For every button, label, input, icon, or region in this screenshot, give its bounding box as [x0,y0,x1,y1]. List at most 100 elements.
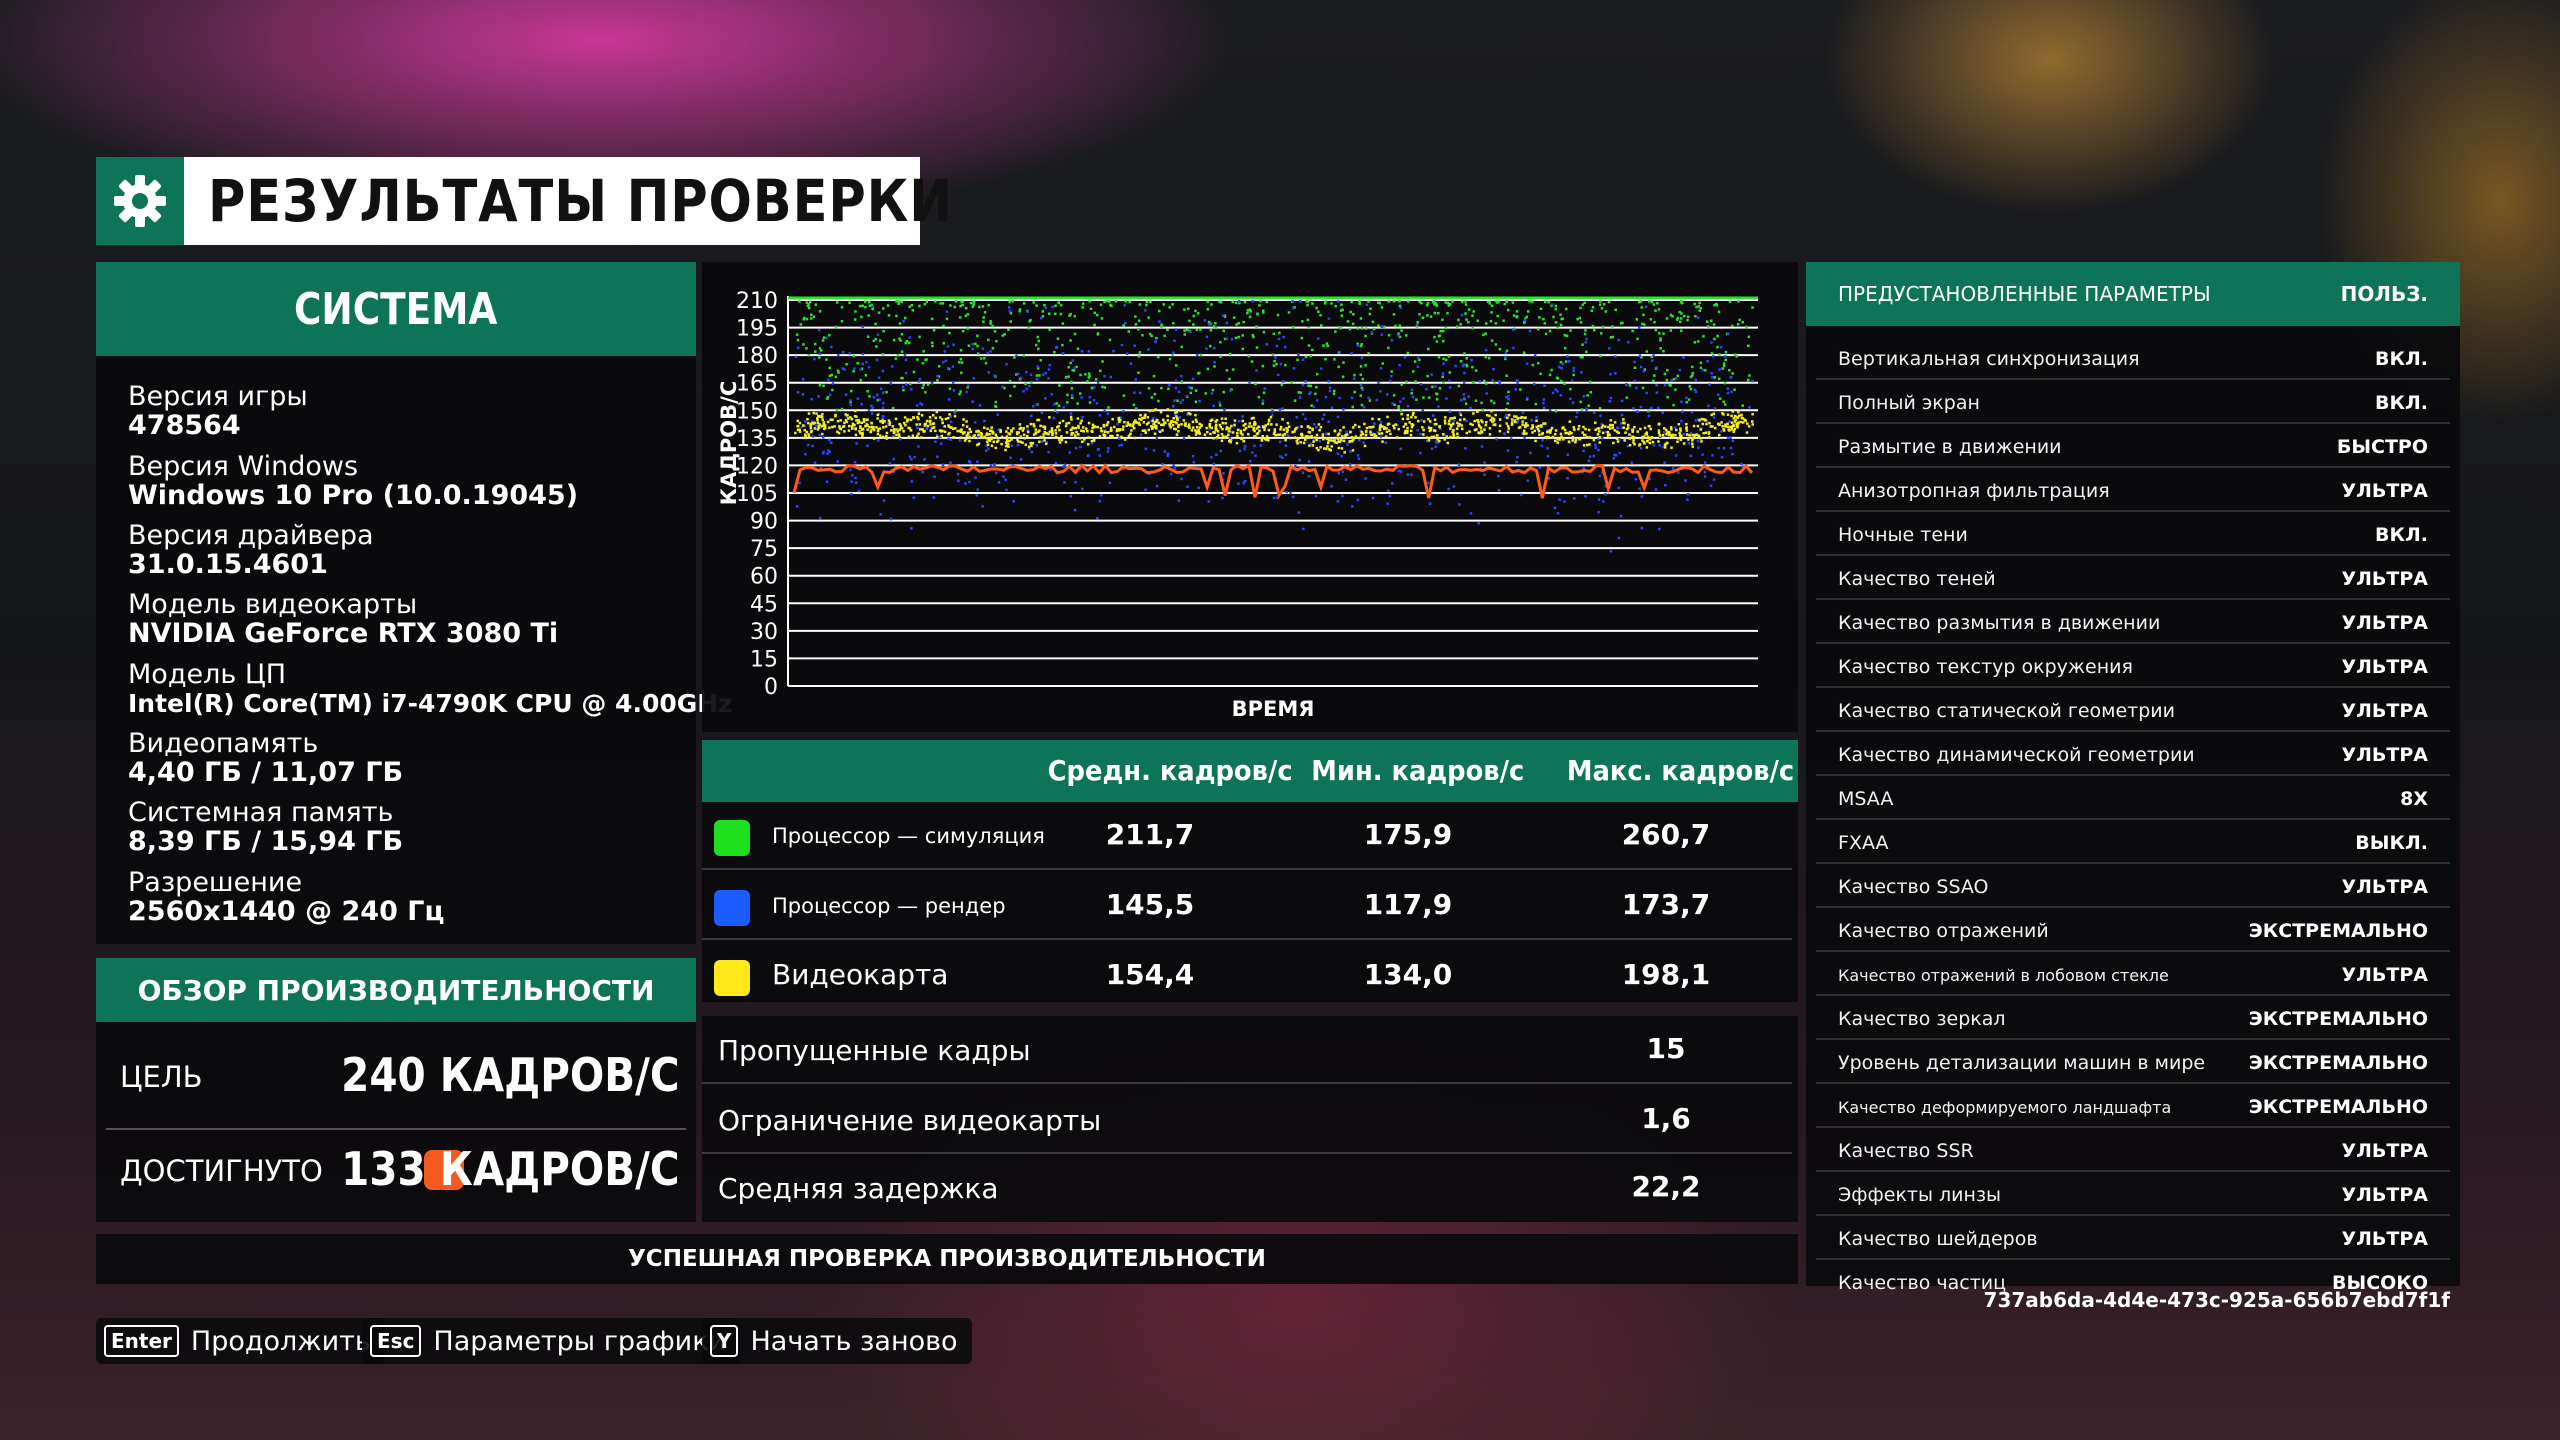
sim-point [1093,323,1096,327]
gpu-point [892,436,895,440]
gpu-point [1065,431,1069,434]
sim-point [836,369,840,372]
gpu-point [1646,436,1650,440]
gpu-point [1710,413,1713,417]
sim-point [1368,312,1372,316]
gpu-point [1139,418,1143,421]
render-point [981,347,985,350]
sim-point [1022,354,1025,357]
fps-chart: 2101951801651501351201059075604530150КАД… [717,289,1758,721]
render-point [1341,494,1344,498]
continue-button[interactable]: Enter Продолжить [96,1318,385,1364]
sim-point [1036,335,1039,339]
sim-point [1579,321,1583,324]
restart-button[interactable]: Y Начать заново [702,1318,972,1364]
sim-point [1293,399,1297,402]
sim-point [1001,334,1005,337]
gpu-point [995,436,998,439]
gpu-point [1429,420,1432,423]
sim-point [1007,328,1010,332]
gpu-point [1522,432,1526,435]
gpu-point [1142,429,1145,432]
gpu-point [1311,444,1315,447]
render-point [1279,362,1283,366]
sim-point [1539,372,1542,376]
gpu-point [1545,436,1549,440]
gpu-point [1174,427,1178,431]
sim-point [916,358,919,361]
render-point [1483,461,1486,464]
render-point [1554,388,1557,391]
render-point [1092,386,1096,389]
gpu-point [1485,421,1488,424]
gpu-point [815,412,818,415]
sim-point [1356,342,1360,346]
sim-point [1659,339,1662,342]
sim-point [1237,335,1240,339]
render-point [1703,470,1707,474]
render-point [1431,414,1435,417]
gpu-point [1494,413,1497,417]
gpu-point [1143,416,1146,420]
sim-point [941,302,945,305]
render-point [882,391,885,395]
sim-point [1747,344,1750,348]
gpu-point [1615,430,1619,433]
gpu-point [1299,441,1302,444]
render-point [1689,454,1693,458]
gpu-point [870,421,873,425]
sim-point [1599,332,1603,335]
render-point [889,517,893,521]
render-point [1079,445,1082,449]
render-point [1281,456,1284,459]
gpu-point [1253,435,1256,438]
sim-point [1027,326,1031,330]
gpu-point [1210,426,1214,430]
sim-point [1643,368,1647,371]
render-point [1601,436,1604,440]
gpu-point [1175,410,1179,413]
render-point [1729,436,1732,440]
sim-point [1722,362,1726,365]
render-point [1375,398,1379,402]
gpu-point [839,419,842,422]
graphics-settings-button[interactable]: Esc Параметры графики [362,1318,741,1364]
render-point [1314,494,1318,498]
render-point [871,406,874,410]
gpu-point [1700,417,1704,421]
gpu-point [1179,409,1182,412]
render-point [1516,455,1519,459]
gpu-point [1417,419,1420,423]
sim-point [1665,317,1669,320]
render-point [1186,485,1189,488]
esc-key-icon: Esc [370,1325,422,1357]
gpu-point [1525,432,1528,435]
render-point [1228,436,1232,440]
sim-point [1589,390,1593,394]
render-point [1284,444,1288,448]
gpu-point [954,427,957,430]
sim-point [1659,347,1662,350]
sim-point [976,344,979,348]
render-point [1255,369,1258,372]
sim-point [1669,313,1673,317]
render-point [1530,418,1533,422]
gpu-point [1626,423,1630,427]
render-point [1005,362,1008,366]
render-point [830,345,833,349]
gpu-point [1214,425,1218,428]
sim-point [1746,378,1750,382]
gpu-point [1717,433,1721,437]
gpu-point [1106,421,1110,424]
sim-point [1134,323,1138,326]
render-point [1740,462,1743,466]
gpu-point [1624,431,1627,434]
render-point [889,382,893,385]
gpu-point [1427,426,1431,429]
sim-point [1043,303,1046,307]
sim-point [1061,343,1064,347]
performance-overview-header: ОБЗОР ПРОИЗВОДИТЕЛЬНОСТИ [96,958,696,1022]
gpu-point [1184,424,1187,427]
gpu-point [1612,441,1615,445]
render-point [1049,468,1052,471]
